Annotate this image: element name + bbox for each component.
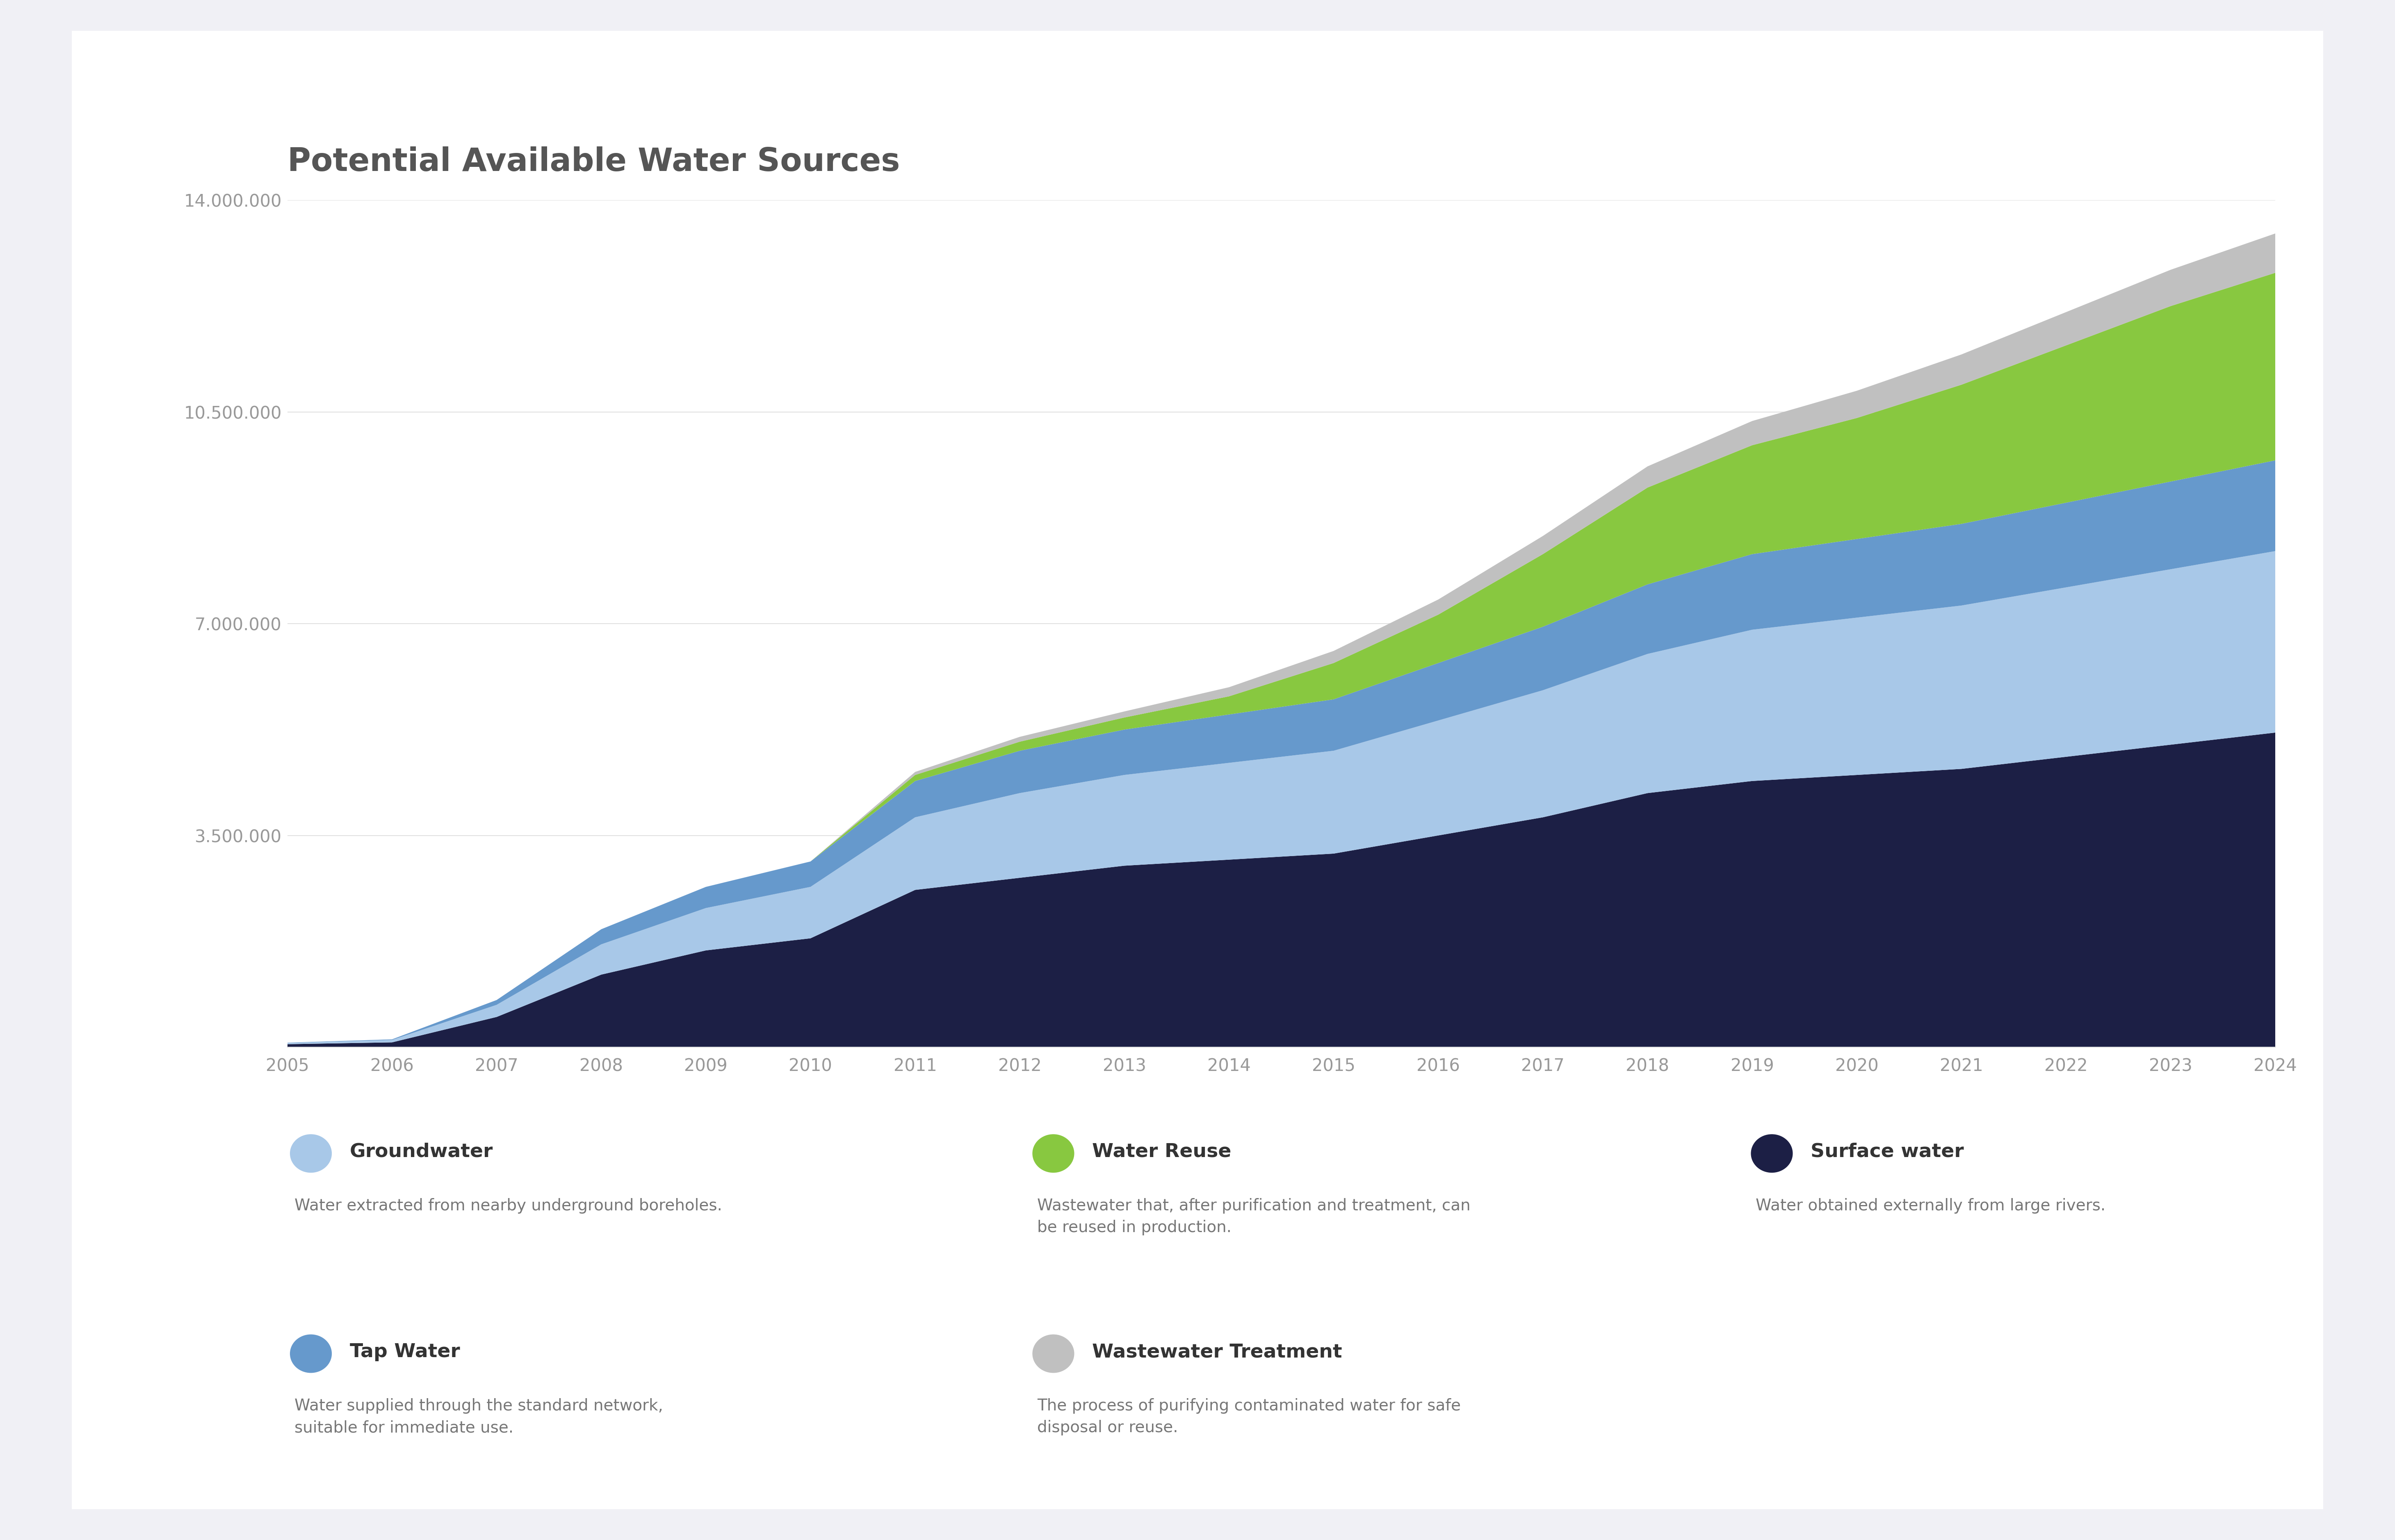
Circle shape	[1032, 1335, 1073, 1372]
Circle shape	[1032, 1135, 1073, 1172]
Text: Tap Water: Tap Water	[350, 1343, 460, 1361]
Circle shape	[1751, 1135, 1791, 1172]
Text: Water Reuse: Water Reuse	[1092, 1143, 1231, 1161]
Text: Groundwater: Groundwater	[350, 1143, 493, 1161]
Text: Surface water: Surface water	[1811, 1143, 1964, 1161]
Text: Water extracted from nearby underground boreholes.: Water extracted from nearby underground …	[295, 1198, 723, 1214]
Text: The process of purifying contaminated water for safe
disposal or reuse.: The process of purifying contaminated wa…	[1037, 1398, 1461, 1435]
Text: Water obtained externally from large rivers.: Water obtained externally from large riv…	[1756, 1198, 2105, 1214]
Circle shape	[290, 1135, 331, 1172]
FancyBboxPatch shape	[72, 31, 2323, 1509]
Text: Potential Available Water Sources: Potential Available Water Sources	[287, 146, 901, 177]
Circle shape	[290, 1335, 331, 1372]
Text: Wastewater that, after purification and treatment, can
be reused in production.: Wastewater that, after purification and …	[1037, 1198, 1471, 1235]
Text: Wastewater Treatment: Wastewater Treatment	[1092, 1343, 1341, 1361]
Text: Water supplied through the standard network,
suitable for immediate use.: Water supplied through the standard netw…	[295, 1398, 663, 1435]
